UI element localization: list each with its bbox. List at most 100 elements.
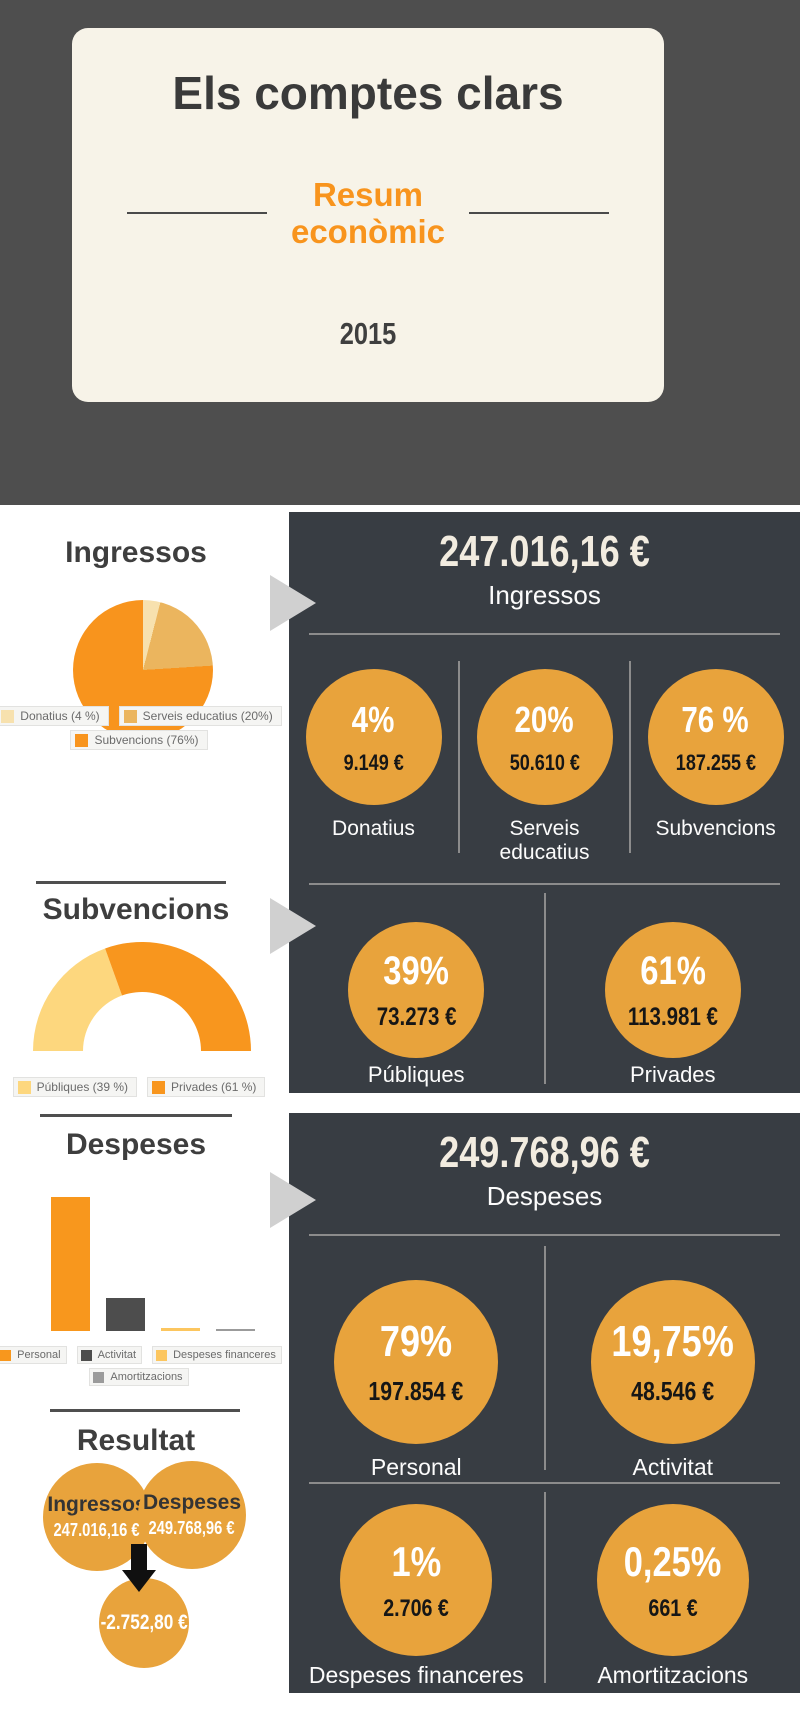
stat-circle: 4% 9.149 € (305, 669, 442, 805)
stat-label: Activitat (632, 1454, 714, 1480)
legend-item-publiques: Públiques (39 %) (12, 1077, 137, 1097)
despeses-legend: Personal Activitat Despeses financeres A… (0, 1346, 282, 1386)
legend-label: Amortitzacions (110, 1371, 183, 1383)
legend-item-amortitzacions: Amortitzacions (89, 1368, 189, 1386)
stat-value: 73.273 € (376, 1002, 457, 1031)
section-title-resultat: Resultat (76, 1424, 196, 1457)
stat-activitat: 19,75% 48.546 € Activitat (546, 1236, 800, 1480)
legend-item-serveis: Serveis educatius (20%) (118, 706, 282, 726)
stat-circle: 19,75% 48.546 € (590, 1280, 755, 1444)
stat-value: 9.149 € (343, 749, 404, 775)
bar-activitat (106, 1298, 145, 1331)
panel-label: Ingressos (488, 580, 601, 610)
subvencions-breakdown-row: 39% 73.273 € Públiques 61% 113.981 € Pri… (289, 885, 800, 1087)
legend-label: Despeses financeres (173, 1349, 276, 1361)
panel-separator (309, 1234, 780, 1236)
resultat-income-label: Ingressos (47, 1493, 147, 1516)
section-title-despeses: Despeses (65, 1128, 207, 1161)
subtitle-left-rule (126, 212, 267, 214)
stat-pct: 0,25% (623, 1537, 722, 1585)
stat-value: 50.610 € (509, 749, 580, 775)
panel-separator (309, 1482, 780, 1485)
stat-label: Privades (629, 1062, 716, 1088)
legend-label: Privades (61 %) (171, 1080, 257, 1094)
stat-value: 187.255 € (675, 749, 756, 775)
legend-item-despeses-financeres: Despeses financeres (152, 1346, 282, 1364)
resultat-expenses-value: 249.768,96 € (148, 1518, 236, 1538)
legend-row: Públiques (39 %) Privades (61 %) (12, 1077, 266, 1097)
legend-swatch-personal (0, 1349, 12, 1361)
vertical-divider (458, 661, 460, 854)
stat-amortitzacions: 0,25% 661 € Amortitzacions (546, 1484, 800, 1688)
legend-swatch-publiques (17, 1080, 31, 1094)
stat-circle: 61% 113.981 € (604, 922, 741, 1059)
section-divider (50, 1409, 240, 1412)
stat-circle: 20% 50.610 € (476, 669, 613, 805)
stat-label: Donatius (332, 817, 415, 840)
subvencions-legend: Públiques (39 %) Privades (61 %) (0, 1077, 278, 1097)
arrow-down-icon (131, 1544, 147, 1572)
stat-pct: 61% (639, 948, 706, 993)
legend-item-personal: Personal (0, 1346, 67, 1364)
legend-swatch-serveis (123, 709, 137, 723)
stat-circle: 76 % 187.255 € (647, 669, 784, 805)
legend-row: Subvencions (76%) (70, 730, 208, 750)
bar-personal (51, 1197, 90, 1331)
stat-circle: 1% 2.706 € (340, 1504, 493, 1657)
stat-circle: 0,25% 661 € (596, 1504, 749, 1657)
despeses-breakdown-row-2: 1% 2.706 € Despeses financeres 0,25% 661… (289, 1484, 800, 1688)
stat-privades: 61% 113.981 € Privades (546, 885, 800, 1087)
stat-pct: 76 % (681, 698, 750, 740)
legend-row: Donatius (4 %) Serveis educatius (20%) (0, 706, 282, 726)
legend-row: Amortitzacions (89, 1368, 189, 1386)
arrow-right-icon (270, 575, 316, 631)
ingressos-breakdown-row: 4% 9.149 € Donatius 20% 50.610 € Serveis… (289, 635, 800, 865)
section-title-subvencions: Subvencions (42, 893, 230, 926)
legend-row: Personal Activitat Despeses financeres (0, 1346, 282, 1364)
stat-despeses-financeres: 1% 2.706 € Despeses financeres (289, 1484, 544, 1688)
resultat-expenses-circle: Despeses 249.768,96 € (138, 1461, 246, 1569)
legend-item-privades: Privades (61 %) (147, 1077, 266, 1097)
arrow-right-icon (270, 1172, 316, 1228)
legend-swatch-privades (152, 1080, 165, 1094)
ingressos-legend: Donatius (4 %) Serveis educatius (20%) S… (0, 706, 282, 750)
stat-pct: 4% (352, 698, 395, 740)
panel-separator (309, 883, 780, 886)
legend-swatch-donatius (1, 709, 15, 723)
vertical-divider (543, 1246, 546, 1471)
stat-circle: 39% 73.273 € (348, 922, 485, 1059)
cover-subtitle-row: Resum econòmic (72, 176, 664, 250)
stat-pct: 79% (380, 1317, 453, 1366)
vertical-divider (543, 893, 546, 1084)
legend-swatch-activitat (80, 1349, 92, 1361)
stat-label: Subvencions (655, 817, 776, 840)
resultat-expenses-label: Despeses (142, 1491, 242, 1514)
stat-pct: 19,75% (611, 1317, 734, 1366)
stat-personal: 79% 197.854 € Personal (289, 1236, 544, 1480)
legend-label: Personal (17, 1349, 61, 1361)
section-divider (40, 1114, 232, 1117)
arrow-right-icon (270, 898, 316, 954)
stat-donatius: 4% 9.149 € Donatius (289, 635, 458, 841)
legend-swatch-amortitzacions (93, 1371, 105, 1383)
resultat-income-value: 247.016,16 € (53, 1520, 141, 1540)
section-title-ingressos: Ingressos (65, 536, 207, 569)
legend-swatch-subvencions (75, 733, 89, 747)
stat-value: 113.981 € (627, 1002, 718, 1031)
panel-despeses: 249.768,96 € Despeses 79% 197.854 € Pers… (289, 1113, 800, 1693)
stat-value: 48.546 € (631, 1376, 715, 1406)
stat-serveis-educatius: 20% 50.610 € Serveis educatius (460, 635, 629, 865)
stat-circle: 79% 197.854 € (334, 1280, 499, 1444)
vertical-divider (629, 661, 631, 854)
panel-ingressos: 247.016,16 € Ingressos 4% 9.149 € Donati… (289, 512, 800, 1093)
bar-amortitzacions (216, 1329, 255, 1331)
legend-swatch-despeses-financeres (156, 1349, 168, 1361)
resultat-result-circle: -2.752,80 € (99, 1578, 189, 1668)
stat-value: 197.854 € (368, 1376, 464, 1406)
bar-despeses-financeres (161, 1328, 200, 1331)
stat-pct: 20% (514, 698, 575, 740)
panel-total: 247.016,16 € (439, 527, 650, 576)
panel-separator (309, 633, 780, 635)
section-divider (36, 881, 226, 884)
donut-slice-privades (105, 941, 251, 1051)
